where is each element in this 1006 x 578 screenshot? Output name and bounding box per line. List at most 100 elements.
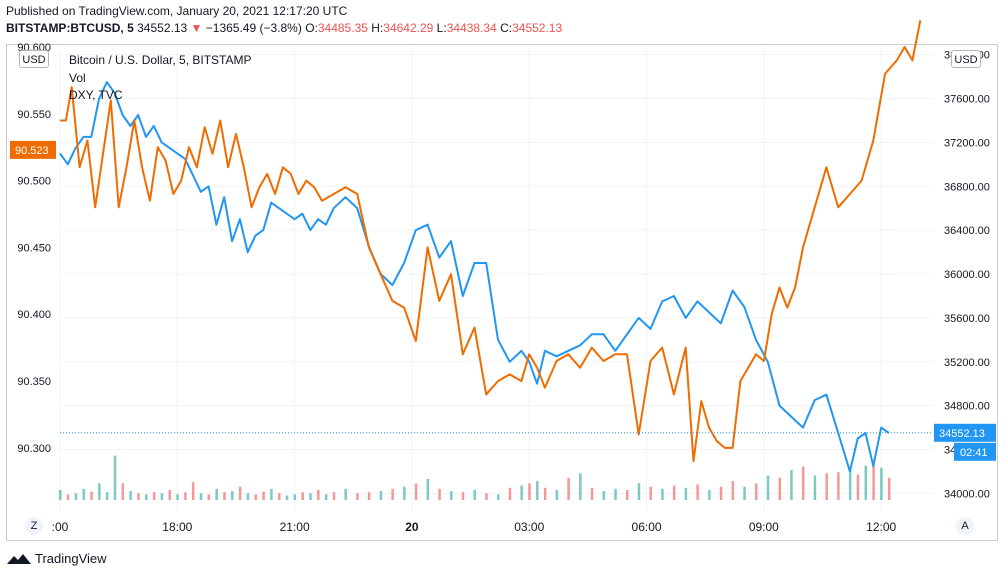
volume-bar (528, 483, 531, 500)
volume-bar (837, 472, 840, 500)
volume-bar (168, 490, 171, 500)
volume-bar (152, 492, 156, 500)
volume-bar (215, 488, 218, 500)
x-axis-tick: 12:00 (866, 520, 896, 534)
volume-bar (848, 468, 852, 500)
volume-bar (379, 491, 383, 500)
open-label: O: (305, 21, 318, 35)
volume-bar (262, 491, 265, 500)
volume-bar (520, 485, 523, 500)
volume-bar (367, 492, 371, 500)
volume-bar (872, 461, 875, 500)
low-value: 34438.34 (446, 21, 497, 35)
volume-bar (731, 481, 735, 500)
volume-bar (199, 493, 203, 500)
volume-bar (414, 483, 418, 500)
volume-bar (176, 494, 179, 500)
left-unit-button[interactable]: USD (19, 50, 49, 68)
legend-vol: Vol (69, 71, 86, 85)
volume-bar (473, 490, 476, 500)
tradingview-logo-icon (7, 553, 31, 564)
volume-bar (719, 486, 723, 500)
right-axis-tick: 37600.00 (944, 94, 990, 106)
volume-bar (567, 477, 570, 500)
close-label: C: (500, 21, 513, 35)
volume-bar (324, 494, 328, 500)
footer-brand[interactable]: TradingView (6, 551, 107, 566)
x-axis-tick: 03:00 (514, 520, 544, 534)
series-line-btcusd (59, 81, 890, 473)
volume-bar (555, 490, 559, 500)
volume-bar (696, 484, 699, 500)
footer-brand-label: TradingView (35, 551, 107, 566)
volume-bar (461, 492, 465, 500)
volume-bar (285, 495, 289, 500)
volume-bar (160, 493, 164, 500)
ohlc-bar: BITSTAMP:BTCUSD, 5 34552.13 ▼ −1365.49 (… (6, 21, 562, 35)
left-axis-tick: 90.550 (17, 109, 51, 121)
volume-bar (309, 493, 312, 500)
x-axis-tick: 18:00 (162, 520, 192, 534)
volume-bar (438, 488, 441, 500)
auto-scale-button[interactable]: A (956, 517, 974, 535)
high-label: H: (371, 21, 384, 35)
volume-bar (508, 487, 512, 500)
volume-bar (450, 491, 453, 500)
volume-bar (708, 490, 711, 500)
open-value: 34485.35 (317, 21, 368, 35)
volume-bar (246, 493, 250, 500)
low-label: L: (436, 21, 447, 35)
volume-bar (536, 481, 539, 500)
left-axis-tick: 90.400 (17, 309, 51, 321)
volume-bar (672, 485, 676, 500)
x-axis-tick: 20 (405, 520, 419, 534)
volume-bar (614, 488, 617, 500)
dxy-label: 90.523 (15, 145, 49, 157)
volume-bar (207, 494, 211, 500)
volume-bar (766, 475, 770, 500)
volume-bar (293, 494, 297, 500)
high-value: 34642.29 (383, 21, 434, 35)
volume-bar (113, 455, 117, 500)
volume-bar (270, 488, 273, 500)
last-price: 34552.13 (137, 21, 188, 35)
right-unit-button[interactable]: USD (951, 50, 981, 68)
x-axis-tick: :00 (52, 520, 69, 534)
volume-bar (880, 467, 883, 500)
volume-bar (778, 477, 781, 500)
legend-main: Bitcoin / U.S. Dollar, 5, BITSTAMP (69, 53, 252, 67)
volume-bar (856, 474, 860, 500)
volume-bar (590, 487, 594, 500)
volume-bar (755, 483, 758, 500)
volume-bar (301, 492, 304, 500)
volume-bar (543, 487, 547, 500)
volume-bar (105, 492, 109, 500)
change-arrow: ▼ (190, 21, 203, 35)
price-label: 34552.13 (939, 428, 985, 440)
volume-bar (625, 490, 629, 500)
volume-bar (649, 486, 652, 500)
volume-bar (129, 491, 132, 500)
volume-bar (743, 486, 746, 500)
volume-bar (391, 488, 394, 500)
left-axis-tick: 90.300 (17, 443, 51, 455)
symbol-label: BITSTAMP:BTCUSD, 5 (6, 21, 134, 35)
right-axis-tick: 34800.00 (944, 401, 990, 413)
price-label-bg (934, 423, 996, 442)
volume-bar (825, 473, 828, 500)
right-axis-tick: 36000.00 (944, 269, 990, 281)
volume-bar (90, 491, 93, 500)
series-lines (59, 20, 922, 473)
left-axis-tick: 90.500 (17, 176, 51, 188)
volume-bar (238, 486, 242, 500)
volume-bar (496, 494, 500, 500)
right-axis-tick: 37200.00 (944, 137, 990, 149)
close-value: 34552.13 (512, 21, 563, 35)
chart-frame (6, 44, 998, 541)
countdown-bg (954, 442, 996, 461)
volume-bar (403, 486, 406, 500)
zoom-button[interactable]: Z (25, 517, 43, 535)
volume-bars (59, 455, 891, 500)
volume-bar (191, 482, 195, 500)
